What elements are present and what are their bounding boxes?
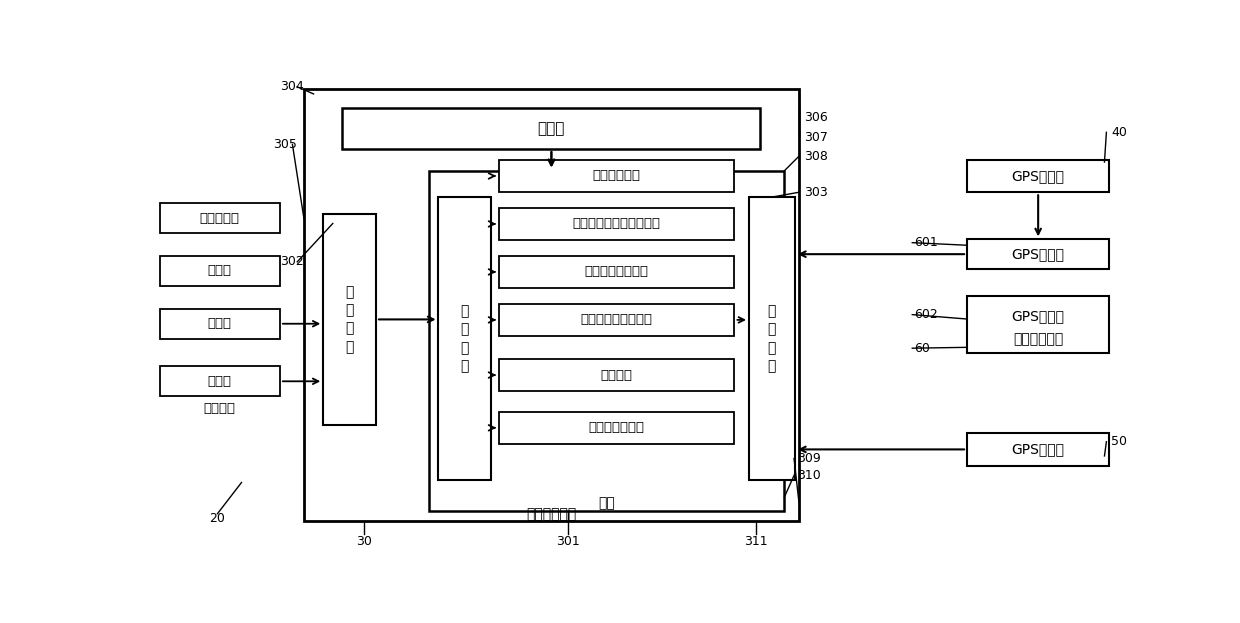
Bar (967, 239, 1110, 269)
Text: 60: 60 (914, 341, 930, 354)
Text: 20: 20 (210, 512, 226, 525)
Bar (498, 359, 734, 391)
Bar (967, 433, 1110, 466)
Bar (304, 89, 799, 521)
Bar (498, 303, 734, 336)
Text: 液压杆: 液压杆 (208, 317, 232, 330)
Bar (160, 309, 280, 339)
Text: 信号接收装置: 信号接收装置 (1013, 332, 1063, 346)
Text: 主
控
模
块: 主 控 模 块 (461, 304, 469, 373)
Text: 绞吸头位置检校模块: 绞吸头位置检校模块 (580, 313, 652, 326)
Text: 305: 305 (273, 138, 298, 151)
Text: 302: 302 (280, 255, 304, 269)
Text: 监控模块: 监控模块 (600, 369, 632, 381)
Text: 30: 30 (357, 535, 372, 548)
Text: 40: 40 (1111, 126, 1127, 139)
Text: GPS天线一: GPS天线一 (1012, 247, 1065, 261)
Text: 液压杆支架: 液压杆支架 (200, 212, 239, 225)
Bar (160, 366, 280, 396)
Text: 标准信息模块: 标准信息模块 (593, 169, 641, 183)
Text: 301: 301 (557, 535, 580, 548)
Text: 311: 311 (744, 535, 768, 548)
Bar (967, 297, 1110, 353)
Bar (342, 108, 760, 149)
Text: 304: 304 (280, 80, 304, 93)
Bar (498, 255, 734, 288)
Text: 310: 310 (797, 469, 821, 482)
Text: 绞吸头: 绞吸头 (208, 375, 232, 388)
Text: GPS天线二: GPS天线二 (1012, 309, 1065, 323)
Text: GPS基准站: GPS基准站 (1012, 169, 1065, 183)
Bar (498, 207, 734, 240)
Text: GPS流动站: GPS流动站 (1012, 442, 1065, 457)
Text: 602: 602 (914, 308, 937, 321)
Text: 控
制
面
板: 控 制 面 板 (346, 285, 353, 354)
Bar (498, 159, 734, 193)
Text: 306: 306 (804, 112, 827, 125)
Text: 基本参数输入模块: 基本参数输入模块 (585, 265, 649, 278)
Text: 303: 303 (804, 186, 827, 199)
Bar (967, 159, 1110, 193)
Bar (324, 214, 376, 425)
Bar (160, 256, 280, 286)
Text: 坐标系转换参数计算模块: 坐标系转换参数计算模块 (573, 217, 661, 231)
Text: 计算清淤量模块: 计算清淤量模块 (589, 421, 645, 434)
Text: 机械臂: 机械臂 (208, 264, 232, 277)
Text: 显
示
主
体: 显 示 主 体 (768, 304, 776, 373)
Text: 清淤主体: 清淤主体 (203, 402, 236, 415)
Bar (498, 412, 734, 444)
Text: 307: 307 (804, 131, 827, 144)
Text: 蓄电池: 蓄电池 (538, 121, 565, 136)
Text: 控制显示装置: 控制显示装置 (526, 508, 577, 521)
Bar (160, 203, 280, 233)
Text: 308: 308 (804, 150, 827, 163)
Bar (439, 197, 491, 480)
Text: 601: 601 (914, 236, 937, 249)
Text: 309: 309 (797, 452, 821, 465)
Text: 50: 50 (1111, 435, 1127, 448)
Bar (429, 171, 785, 511)
Text: 主机: 主机 (598, 497, 615, 511)
Bar (749, 197, 795, 480)
